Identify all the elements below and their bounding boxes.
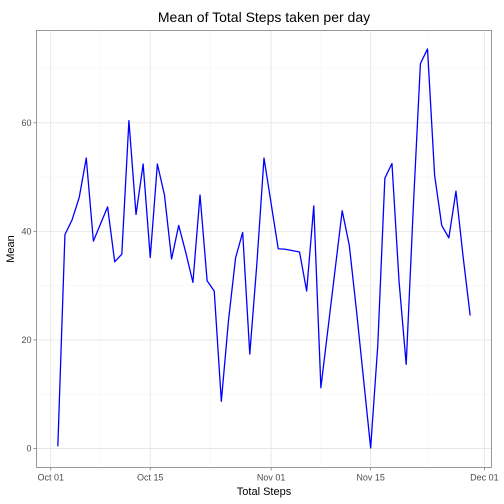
y-tick-label: 20: [21, 335, 31, 345]
x-axis: Oct 01 Oct 15 Nov 01 Nov 15 Dec 01: [37, 467, 499, 483]
x-tick-label: Oct 01: [37, 473, 64, 483]
series-line: [57, 48, 471, 449]
y-axis-title: Mean: [5, 235, 17, 263]
chart-title: Mean of Total Steps taken per day: [158, 9, 370, 25]
y-axis: 0 20 40 60: [21, 118, 37, 454]
y-tick-label: 60: [21, 118, 31, 128]
x-tick-label: Dec 01: [470, 473, 499, 483]
x-tick-label: Nov 01: [257, 473, 286, 483]
y-tick-label: 40: [21, 226, 31, 236]
x-tick-label: Nov 15: [356, 473, 385, 483]
y-tick-label: 0: [26, 444, 31, 454]
plot-panel-border: [36, 30, 492, 468]
x-axis-title: Total Steps: [237, 486, 292, 498]
x-tick-label: Oct 15: [137, 473, 164, 483]
minor-grid: [36, 30, 492, 468]
